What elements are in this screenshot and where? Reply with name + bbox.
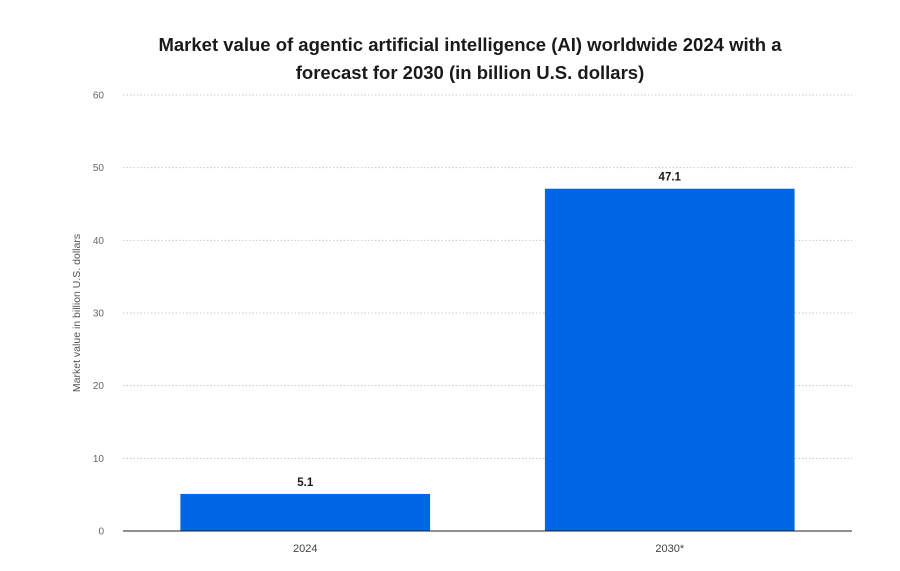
y-tick-label: 50	[93, 163, 105, 174]
chart-title-line-1: Market value of agentic artificial intel…	[158, 34, 782, 55]
y-tick-label: 20	[93, 381, 105, 392]
y-tick-label: 0	[98, 527, 104, 538]
bars	[180, 188, 795, 532]
bar-2024	[180, 493, 431, 531]
x-category-label: 2030*	[655, 543, 684, 555]
y-tick-label: 10	[93, 454, 105, 465]
x-axis-categories: 2024 2030*	[293, 543, 685, 555]
y-axis-title: Market value in billion U.S. dollars	[71, 234, 83, 392]
y-axis-ticks: 0 10 20 30 40 50 60	[93, 91, 105, 538]
data-labels: 5.1 47.1	[297, 172, 681, 489]
x-category-label: 2024	[293, 543, 317, 555]
gridlines	[123, 94, 852, 459]
bar-2030	[544, 188, 795, 532]
chart-title: Market value of agentic artificial intel…	[50, 31, 890, 87]
data-label: 47.1	[659, 172, 682, 184]
y-tick-label: 60	[93, 91, 105, 102]
data-label: 5.1	[297, 477, 314, 489]
y-tick-label: 40	[93, 236, 105, 247]
chart-title-line-2: forecast for 2030 (in billion U.S. dolla…	[295, 62, 645, 83]
y-tick-label: 30	[93, 309, 105, 320]
